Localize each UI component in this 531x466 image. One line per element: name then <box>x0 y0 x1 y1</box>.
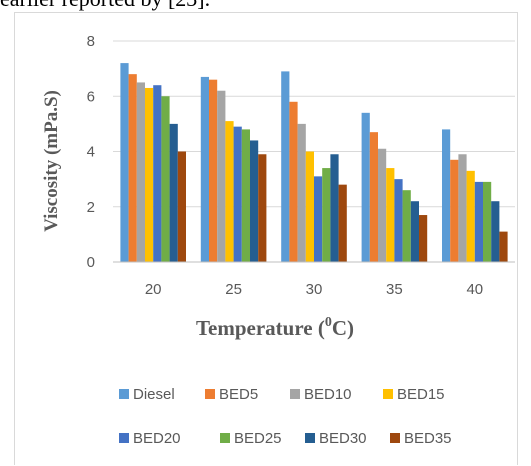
bar-bed20-35 <box>394 179 403 263</box>
bar-bed10-40 <box>458 154 467 262</box>
y-tick-label: 2 <box>87 199 95 216</box>
y-tick-label: 0 <box>87 254 95 271</box>
chart-frame: 0 2 4 6 8 20 25 30 35 40 Viscosity (mPa.S) Temper… <box>14 12 518 465</box>
bar-bed10-20 <box>136 82 145 262</box>
bar-bed20-20 <box>153 85 162 262</box>
bar-bed15-30 <box>305 151 314 262</box>
x-tick-label: 20 <box>145 281 162 298</box>
x-axis-label-superscript: 0 <box>325 315 332 330</box>
legend-swatch-bed35 <box>390 433 400 443</box>
legend-label-bed35: BED35 <box>404 430 452 447</box>
legend-swatch-bed15 <box>383 389 393 399</box>
y-tick-label: 4 <box>87 144 95 161</box>
legend-label-bed10: BED10 <box>304 386 352 403</box>
x-tick-label: 25 <box>225 281 242 298</box>
bar-bed5-35 <box>369 132 378 262</box>
legend-label-bed5: BED5 <box>219 386 258 403</box>
legend-swatch-bed25 <box>220 433 230 443</box>
bar-bed10-35 <box>378 148 387 262</box>
bar-bed30-40 <box>491 201 500 262</box>
bar-bed5-40 <box>450 159 459 262</box>
bar-bed30-35 <box>410 201 419 262</box>
bar-bed10-25 <box>217 90 226 262</box>
bar-bed30-30 <box>330 154 339 262</box>
legend-label-diesel: Diesel <box>133 386 175 403</box>
bar-bed10-30 <box>297 123 306 263</box>
bar-bed15-20 <box>145 87 154 263</box>
viscosity-bar-chart: 0 2 4 6 8 20 25 30 35 40 Viscosity (mPa.S) Temper… <box>41 33 515 447</box>
x-axis-label: Temperature (0C) <box>196 315 354 340</box>
bar-bed35-35 <box>419 215 428 262</box>
bar-diesel-40 <box>442 129 451 262</box>
legend-label-bed15: BED15 <box>397 386 445 403</box>
bar-bed30-25 <box>250 140 259 262</box>
x-axis-label-tail: C) <box>332 316 354 340</box>
x-tick-label: 30 <box>306 281 323 298</box>
bar-bed35-30 <box>338 184 347 262</box>
bar-bed35-40 <box>499 231 508 262</box>
legend-label-bed20: BED20 <box>133 430 181 447</box>
y-tick-label: 8 <box>87 33 95 50</box>
bar-bed25-40 <box>483 181 492 262</box>
bar-bed5-20 <box>128 74 137 263</box>
x-tick-label: 40 <box>466 281 483 298</box>
bar-bed20-30 <box>314 176 323 262</box>
axes: 0 2 4 6 8 20 25 30 35 40 <box>87 33 515 298</box>
preceding-text-fragment: earlier reported by [23]. <box>0 0 531 12</box>
legend-swatch-bed30 <box>305 433 315 443</box>
bar-bed25-35 <box>402 190 411 262</box>
bar-bed15-25 <box>225 121 234 262</box>
bar-bed15-40 <box>466 170 475 262</box>
bar-bed20-40 <box>474 181 483 262</box>
bar-bed20-25 <box>233 126 242 262</box>
bars <box>120 63 508 263</box>
legend-swatch-diesel <box>119 389 129 399</box>
legend-label-bed30: BED30 <box>319 430 367 447</box>
legend-swatch-bed10 <box>290 389 300 399</box>
y-axis-label: Viscosity (mPa.S) <box>41 90 62 232</box>
bar-bed25-20 <box>161 96 170 262</box>
bar-diesel-30 <box>281 71 290 262</box>
legend-label-bed25: BED25 <box>234 430 282 447</box>
bar-diesel-20 <box>120 63 129 262</box>
bar-diesel-25 <box>200 76 209 262</box>
bar-diesel-35 <box>361 112 370 262</box>
x-axis-label-main: Temperature ( <box>196 316 325 340</box>
bar-bed30-20 <box>169 123 178 263</box>
bar-bed25-30 <box>322 168 331 262</box>
y-tick-label: 6 <box>87 88 95 105</box>
legend-swatch-bed5 <box>205 389 215 399</box>
legend-swatch-bed20 <box>119 433 129 443</box>
legend: Diesel BED5 BED10 BED15 BED20 BED25 BED30 BED35 <box>119 386 452 447</box>
bar-bed25-25 <box>241 129 250 262</box>
bar-bed35-20 <box>177 151 186 262</box>
bar-bed15-35 <box>386 168 395 262</box>
bar-bed35-25 <box>258 154 267 262</box>
bar-bed5-25 <box>209 79 218 263</box>
x-tick-label: 35 <box>386 281 403 298</box>
bar-bed5-30 <box>289 101 298 262</box>
